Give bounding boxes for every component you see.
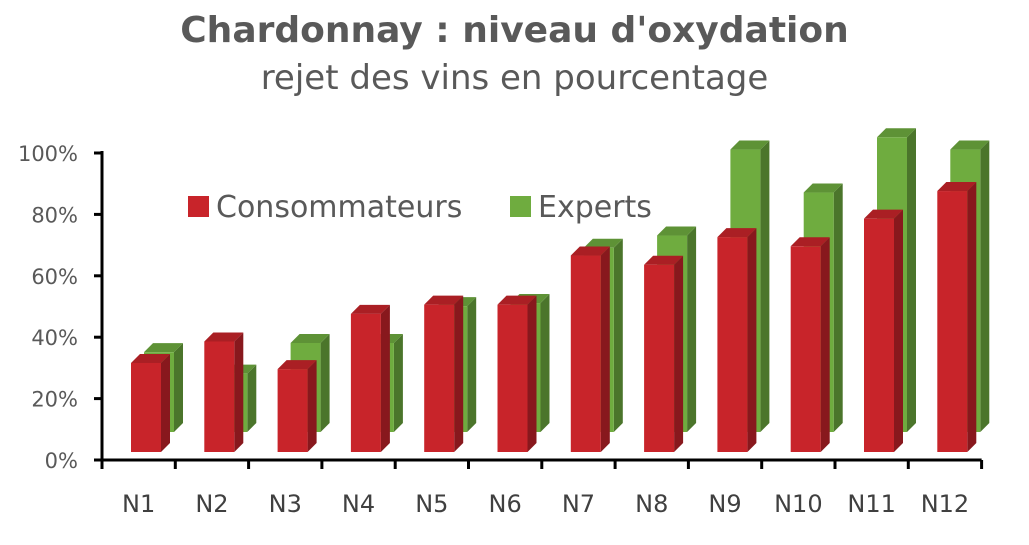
bar-consommateurs-n8 xyxy=(644,255,684,452)
x-tick-label: N12 xyxy=(921,490,970,518)
legend-swatch-experts xyxy=(510,196,531,217)
chart-subtitle: rejet des vins en pourcentage xyxy=(260,58,769,98)
x-tick-label: N10 xyxy=(774,490,823,518)
x-tick-label: N3 xyxy=(269,490,302,518)
legend: Consommateurs Experts xyxy=(188,190,652,225)
x-tick-label: N5 xyxy=(415,490,448,518)
y-tick-label: 20% xyxy=(31,388,78,412)
x-tick-label: N6 xyxy=(489,490,522,518)
bar-consommateurs-n1 xyxy=(131,353,170,452)
bar-consommateurs-n10 xyxy=(790,237,830,452)
y-tick-label: 80% xyxy=(31,203,78,227)
bar-consommateurs-n5 xyxy=(424,295,464,452)
title-block: Chardonnay : niveau d'oxydation rejet de… xyxy=(0,8,1029,102)
x-tick-label: N8 xyxy=(635,490,668,518)
x-tick-label: N7 xyxy=(562,490,595,518)
bar-consommateurs-n2 xyxy=(204,332,244,452)
y-tick-label: 60% xyxy=(31,265,78,289)
x-tick-label: N11 xyxy=(847,490,896,518)
bar-consommateurs-n7 xyxy=(570,246,610,452)
chart-title: Chardonnay : niveau d'oxydation xyxy=(180,10,849,51)
bar-consommateurs-n4 xyxy=(350,304,390,452)
x-tick-label: N2 xyxy=(195,490,228,518)
x-tick-label: N9 xyxy=(708,490,741,518)
y-tick-label: 0% xyxy=(45,449,78,473)
y-tick-label: 100% xyxy=(18,142,78,166)
bar-consommateurs-n11 xyxy=(864,209,903,452)
legend-swatch-consommateurs xyxy=(188,196,209,217)
bar-consommateurs-n9 xyxy=(717,228,757,452)
y-tick-label: 40% xyxy=(31,326,78,350)
bar-consommateurs-n6 xyxy=(497,295,537,452)
bars-group xyxy=(131,128,990,453)
bar-consommateurs-n12 xyxy=(937,182,977,453)
legend-label-consommateurs: Consommateurs xyxy=(216,190,462,225)
axes-group: 0% 20% 40% 60% 80% 100% N1 N2 N3 N4 N5 N6 N7 N8 N9 N10 N… xyxy=(18,142,984,518)
legend-label-experts: Experts xyxy=(538,190,652,225)
bar-consommateurs-n3 xyxy=(277,360,317,452)
x-tick-label: N1 xyxy=(122,490,155,518)
x-tick-label: N4 xyxy=(342,490,375,518)
